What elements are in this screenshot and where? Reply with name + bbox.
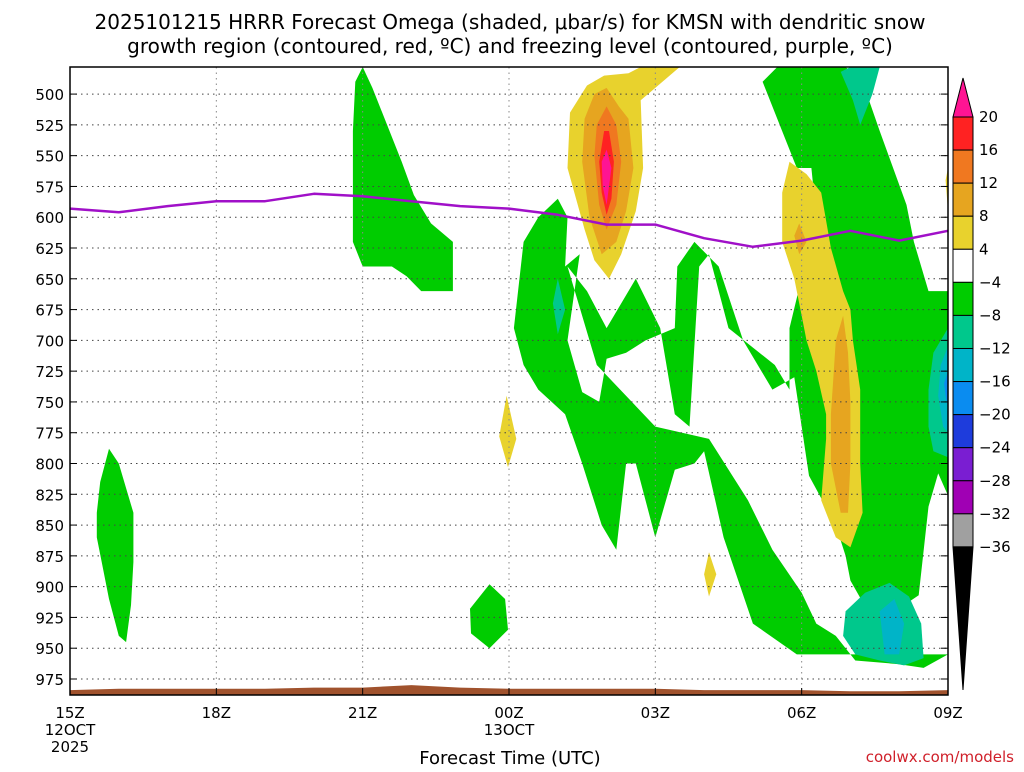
colorbar-segment-4 [952, 215, 974, 250]
colorbar-segment-6 [952, 281, 974, 316]
x-tick-label-18Z: 18Z [202, 704, 231, 722]
omega-region-2 [470, 584, 508, 649]
omega-region-4 [840, 67, 880, 125]
chart-title-line-1: 2025101215 HRRR Forecast Omega (shaded, … [95, 10, 926, 34]
colorbar-segment-bottom-arrow [952, 546, 974, 691]
colorbar-label-2: 12 [979, 174, 998, 192]
omega-shading [96, 67, 948, 668]
colorbar-segment-13 [952, 513, 974, 548]
omega-region-18 [794, 223, 807, 255]
y-tick-label-975: 975 [35, 671, 64, 689]
colorbar-label-10: −24 [979, 439, 1011, 457]
colorbar-label-1: 16 [979, 141, 998, 159]
freezing-level-line [69, 192, 949, 249]
colorbar-label-7: −12 [979, 339, 1011, 357]
colorbar-segment-5 [952, 248, 974, 283]
colorbar-label-11: −28 [979, 472, 1011, 490]
omega-region-10 [944, 371, 948, 409]
omega-region-13 [704, 552, 717, 597]
chart-title-line-2: growth region (contoured, red, ºC) and f… [127, 34, 893, 58]
omega-region-9 [938, 346, 948, 433]
x-tick-label-09Z: 09Z [933, 704, 962, 722]
y-tick-label-800: 800 [35, 456, 64, 474]
omega-region-0 [96, 448, 134, 643]
x-tick-label-21Z: 21Z [348, 704, 377, 722]
colorbar-segment-2 [952, 149, 974, 184]
colorbar-segment-top-arrow [952, 77, 974, 118]
colorbar-label-8: −16 [979, 373, 1011, 391]
x-tick-label-03Z: 03Z [641, 704, 670, 722]
colorbar-label-4: 4 [979, 240, 989, 258]
y-tick-label-775: 775 [35, 425, 64, 443]
x-tick-sublabel-12OCT: 12OCT [45, 721, 96, 739]
y-tick-label-700: 700 [35, 332, 64, 350]
colorbar-segment-1 [952, 116, 974, 151]
x-tick-sublabel-13OCT: 13OCT [484, 721, 535, 739]
colorbar-label-12: −32 [979, 505, 1011, 523]
colorbar-label-5: −4 [979, 273, 1001, 291]
colorbar-segment-8 [952, 347, 974, 383]
y-tick-label-925: 925 [35, 609, 64, 627]
x-tick-label-06Z: 06Z [787, 704, 816, 722]
y-tick-label-550: 550 [35, 148, 64, 166]
y-tick-label-900: 900 [35, 579, 64, 597]
grid-lines [70, 67, 948, 695]
y-axis: 500 525 550 575 600 625 650 675 700 725 750 775 800 8… [35, 86, 948, 689]
colorbar-segment-11 [952, 447, 974, 482]
y-tick-label-850: 850 [35, 517, 64, 535]
colorbar-label-13: −36 [979, 538, 1011, 556]
colorbar-segment-7 [952, 314, 974, 349]
omega-region-5 [552, 278, 566, 335]
y-tick-label-625: 625 [35, 240, 64, 258]
x-axis-label: Forecast Time (UTC) [419, 748, 600, 768]
y-tick-label-650: 650 [35, 271, 64, 289]
omega-region-12 [499, 395, 517, 468]
colorbar-segment-12 [952, 480, 974, 515]
x-tick-sublabel-2025: 2025 [51, 738, 89, 756]
y-tick-label-750: 750 [35, 394, 64, 412]
y-tick-label-875: 875 [35, 548, 64, 566]
y-tick-label-950: 950 [35, 640, 64, 658]
x-tick-label-15Z: 15Z [55, 704, 84, 722]
credit-text: coolwx.com/models [866, 748, 1014, 766]
colorbar: 20 16 12 8 4 −4 −8 −12 −16 −20 −24 −28 −32 −36 [952, 77, 1011, 691]
colorbar-segment-9 [952, 381, 974, 416]
y-tick-label-525: 525 [35, 117, 64, 135]
y-tick-label-675: 675 [35, 302, 64, 320]
omega-region-21 [601, 149, 612, 205]
y-tick-label-825: 825 [35, 486, 64, 504]
colorbar-label-3: 8 [979, 207, 989, 225]
colorbar-label-6: −8 [979, 306, 1001, 324]
colorbar-label-0: 20 [979, 108, 998, 126]
colorbar-segment-10 [952, 414, 974, 449]
y-tick-label-575: 575 [35, 178, 64, 196]
omega-region-1 [352, 67, 453, 292]
y-tick-label-500: 500 [35, 86, 64, 104]
colorbar-segment-3 [952, 182, 974, 217]
colorbar-label-9: −20 [979, 406, 1011, 424]
x-tick-label-00Z: 00Z [494, 704, 523, 722]
y-tick-label-600: 600 [35, 209, 64, 227]
freezing-level-layer [69, 192, 949, 249]
omega-region-8 [879, 599, 905, 655]
y-tick-label-725: 725 [35, 363, 64, 381]
